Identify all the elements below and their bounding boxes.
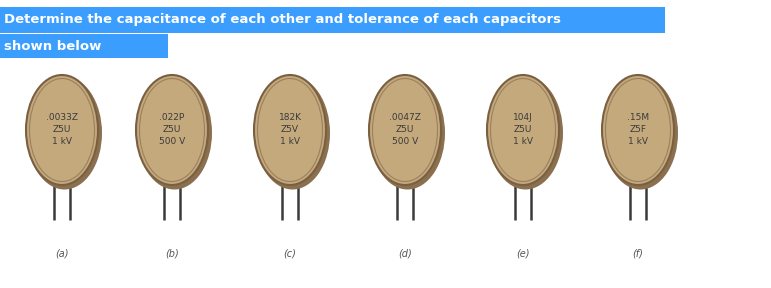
Ellipse shape bbox=[27, 77, 102, 190]
Text: .0033Z: .0033Z bbox=[46, 113, 78, 122]
Text: (e): (e) bbox=[517, 248, 530, 258]
Ellipse shape bbox=[26, 75, 98, 185]
FancyBboxPatch shape bbox=[0, 7, 665, 33]
FancyBboxPatch shape bbox=[0, 34, 168, 58]
Text: 182K: 182K bbox=[278, 113, 301, 122]
Text: 1 kV: 1 kV bbox=[628, 137, 648, 147]
Text: .022P: .022P bbox=[160, 113, 184, 122]
Ellipse shape bbox=[254, 75, 326, 185]
Text: (d): (d) bbox=[398, 248, 412, 258]
Text: Z5V: Z5V bbox=[281, 126, 299, 134]
Text: (b): (b) bbox=[165, 248, 179, 258]
Text: Z5U: Z5U bbox=[396, 126, 414, 134]
Ellipse shape bbox=[602, 75, 674, 185]
Text: (a): (a) bbox=[56, 248, 69, 258]
Text: (f): (f) bbox=[632, 248, 644, 258]
Text: 1 kV: 1 kV bbox=[513, 137, 533, 147]
Ellipse shape bbox=[369, 75, 441, 185]
Text: Determine the capacitance of each other and tolerance of each capacitors: Determine the capacitance of each other … bbox=[4, 14, 561, 26]
Text: Z5F: Z5F bbox=[629, 126, 647, 134]
Ellipse shape bbox=[137, 77, 212, 190]
Text: 500 V: 500 V bbox=[392, 137, 418, 147]
Text: Z5U: Z5U bbox=[163, 126, 181, 134]
Ellipse shape bbox=[603, 77, 678, 190]
Ellipse shape bbox=[136, 75, 208, 185]
Text: .15M: .15M bbox=[627, 113, 649, 122]
Text: (c): (c) bbox=[284, 248, 296, 258]
Ellipse shape bbox=[370, 77, 445, 190]
Text: shown below: shown below bbox=[4, 39, 101, 52]
Ellipse shape bbox=[488, 77, 563, 190]
Text: 500 V: 500 V bbox=[159, 137, 185, 147]
Text: Z5U: Z5U bbox=[513, 126, 532, 134]
Ellipse shape bbox=[487, 75, 559, 185]
Text: 1 kV: 1 kV bbox=[52, 137, 72, 147]
Ellipse shape bbox=[255, 77, 330, 190]
Text: 1 kV: 1 kV bbox=[280, 137, 300, 147]
Text: Z5U: Z5U bbox=[52, 126, 71, 134]
Text: .0047Z: .0047Z bbox=[389, 113, 421, 122]
Text: 104J: 104J bbox=[513, 113, 533, 122]
